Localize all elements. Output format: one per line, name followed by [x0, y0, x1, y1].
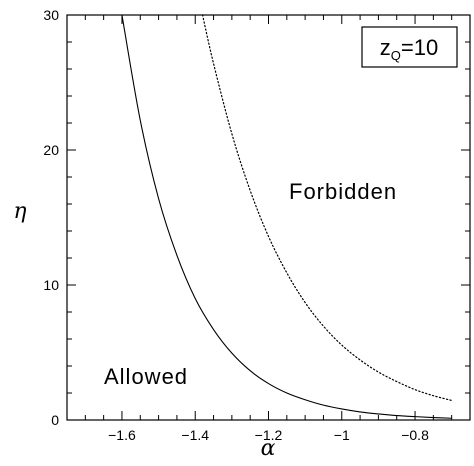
y-tick-labels: 0 10 20 30: [43, 7, 59, 428]
x-tick-label: −0.8: [401, 427, 429, 443]
x-axis-label: α: [261, 436, 276, 461]
annotation-main: z: [380, 35, 391, 60]
plot-frame: [66, 14, 471, 421]
annotation-box: zQ=10: [361, 26, 458, 68]
x-tick-label: −1.2: [255, 427, 283, 443]
annotation-subscript: Q: [391, 48, 401, 63]
series-line-solid: [121, 14, 452, 419]
annotation-suffix: =10: [401, 35, 438, 60]
x-tick-label: −1.4: [181, 427, 209, 443]
y-tick-label: 10: [43, 277, 59, 293]
x-tick-labels: −1.6 −1.4 −1.2 −1 −0.8: [108, 427, 429, 443]
x-tick-label: −1: [334, 427, 350, 443]
annotation-text: zQ=10: [380, 35, 438, 63]
y-tick-label: 30: [43, 7, 59, 23]
y-tick-label: 20: [43, 142, 59, 158]
series-line-dotted: [201, 14, 453, 402]
y-axis-label: η: [13, 199, 26, 224]
series-group: [121, 14, 453, 419]
annotation-frame: [361, 26, 458, 68]
x-tick-label: −1.6: [108, 427, 136, 443]
region-label-forbidden: Forbidden: [289, 179, 397, 204]
axis-ticks: [66, 14, 471, 421]
region-label-allowed: Allowed: [104, 364, 188, 389]
y-tick-label: 0: [51, 412, 59, 428]
